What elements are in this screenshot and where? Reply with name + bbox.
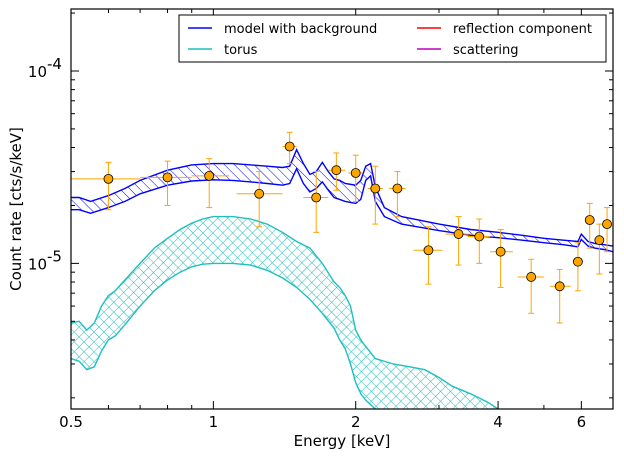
x-tick-label-4: 6	[577, 413, 587, 431]
torus-band-fill	[71, 216, 499, 409]
data-point-5	[311, 192, 322, 203]
torus-upper-line	[71, 215, 499, 409]
x-tick-label-3: 4	[493, 413, 503, 431]
x-tick-label-0: 0.5	[59, 413, 83, 431]
y-axis-label: Count rate [cts/s/keV]	[7, 127, 25, 291]
plot-frame	[70, 8, 614, 410]
data-point-19	[602, 219, 612, 230]
legend-label-0: model with background	[224, 22, 377, 37]
data-point-2	[204, 170, 215, 181]
data-point-16	[572, 256, 583, 267]
y-tick-label-1: 10	[28, 63, 47, 81]
y-tick-exponent-1: -4	[47, 55, 62, 73]
legend: model with background reflection componen…	[178, 14, 607, 63]
data-point-7	[350, 168, 361, 178]
data-point-9	[392, 183, 403, 194]
model-with-background-lower-line	[71, 167, 613, 253]
data-point-0	[103, 173, 114, 184]
legend-label-3: scattering	[453, 43, 519, 58]
torus-lower-line	[71, 262, 378, 409]
model-with-background-upper-line	[71, 148, 613, 247]
data-point-1	[162, 172, 173, 183]
data-point-13	[495, 246, 506, 257]
data-point-11	[453, 229, 464, 239]
data-point-4	[284, 141, 295, 152]
data-point-10	[423, 245, 434, 256]
x-tick-label-1: 1	[209, 413, 219, 431]
data-point-12	[474, 231, 485, 242]
data-point-14	[526, 272, 537, 282]
x-axis-label: Energy [keV]	[294, 432, 391, 450]
legend-label-1: reflection component	[453, 22, 592, 37]
data-point-8	[370, 183, 381, 194]
legend-label-2: torus	[224, 43, 258, 58]
data-point-18	[594, 235, 605, 246]
data-point-6	[331, 165, 342, 176]
data-point-15	[554, 281, 565, 292]
plot-background	[71, 9, 613, 409]
x-tick-label-2: 2	[351, 413, 361, 431]
data-point-17	[584, 215, 595, 225]
y-tick-label-0: 10	[28, 255, 47, 273]
y-tick-exponent-0: -5	[47, 247, 62, 265]
legend-box	[178, 14, 607, 63]
data-point-3	[254, 188, 265, 199]
